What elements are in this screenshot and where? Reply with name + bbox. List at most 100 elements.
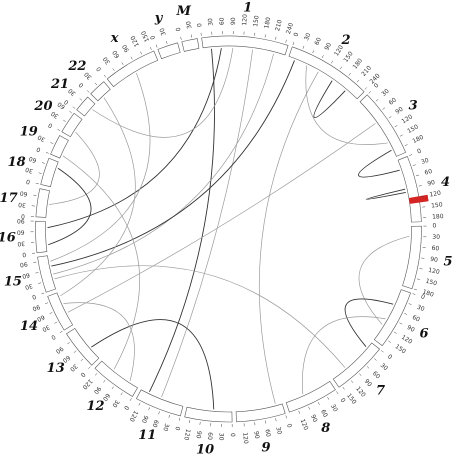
chromosome-13-tick bbox=[73, 350, 77, 353]
chromosome-10-ideogram bbox=[184, 406, 233, 423]
chromosome-1-tick bbox=[275, 36, 277, 40]
chromosome-10-tick-label: 60 bbox=[206, 432, 214, 440]
chromosome-12-tick bbox=[94, 372, 98, 376]
chromosome-label-1: 1 bbox=[243, 0, 252, 15]
chromosome-17 bbox=[35, 188, 50, 218]
link-curve-1 bbox=[149, 48, 215, 393]
chromosome-12 bbox=[94, 360, 138, 397]
chromosome-18-tick-label: 0 bbox=[25, 178, 31, 186]
chromosome-x-tick-label: 60 bbox=[111, 49, 121, 59]
chromosome-11-tick bbox=[168, 414, 170, 418]
link-layer bbox=[47, 47, 410, 410]
link-curve-5 bbox=[51, 60, 295, 267]
chromosome-label-19: 19 bbox=[20, 125, 38, 140]
chromosome-22 bbox=[90, 81, 111, 102]
chromosome-3-tick bbox=[388, 116, 392, 119]
chromosome-x-tick-label: 90 bbox=[121, 43, 131, 53]
chromosome-9-tick-label: 30 bbox=[274, 426, 283, 435]
chromosome-label-22: 22 bbox=[67, 59, 86, 74]
chromosome-5-ideogram bbox=[402, 225, 422, 290]
chromosome-15-tick-label: 60 bbox=[21, 271, 30, 280]
chromosome-13-tick bbox=[88, 366, 91, 369]
chromosome-12-tick-label: 60 bbox=[101, 392, 111, 402]
link-curve-13 bbox=[344, 298, 394, 348]
chromosome-11-tick-label: 60 bbox=[150, 419, 159, 429]
chromosome-14-tick-label: 0 bbox=[50, 333, 57, 341]
link-curve-20 bbox=[62, 155, 141, 370]
chromosome-12-tick-label: 0 bbox=[122, 404, 130, 411]
chromosome-label-4: 4 bbox=[441, 175, 450, 190]
chromosome-2-tick bbox=[321, 55, 324, 59]
chromosome-11 bbox=[135, 389, 184, 417]
chromosome-17-ideogram bbox=[35, 188, 50, 218]
chromosome-2-tick bbox=[331, 60, 334, 64]
chromosome-16-ideogram bbox=[35, 220, 48, 254]
chromosome-18-tick bbox=[35, 182, 39, 185]
chromosome-7-tick bbox=[380, 350, 384, 353]
chromosome-1-tick-label: 0 bbox=[196, 23, 203, 28]
chromosome-6-tick bbox=[399, 322, 403, 325]
chromosome-20 bbox=[61, 112, 83, 138]
chromosome-9 bbox=[235, 403, 286, 423]
chromosome-10-tick-label: 0 bbox=[229, 433, 236, 437]
chromosome-label-20: 20 bbox=[33, 99, 52, 114]
chromosome-3-ideogram bbox=[359, 94, 407, 157]
chromosome-2-tick bbox=[339, 66, 343, 70]
chromosome-12-tick-label: 30 bbox=[110, 398, 120, 408]
chromosome-label-9: 9 bbox=[261, 440, 270, 455]
link-curve-14 bbox=[301, 316, 386, 395]
chromosome-4-tick-label: 90 bbox=[427, 179, 436, 188]
chromosome-7-tick bbox=[366, 366, 370, 369]
chromosome-19-tick-label: 30 bbox=[36, 133, 46, 143]
chromosome-11-tick-label: 30 bbox=[161, 422, 170, 432]
chromosome-5-tick-label: 60 bbox=[431, 245, 439, 253]
link-curve-22 bbox=[60, 97, 136, 297]
chromosome-5-tick-label: 120 bbox=[428, 267, 441, 276]
chromosome-1-tick-label: 240 bbox=[285, 22, 295, 35]
chromosome-19-tick-label: 0 bbox=[35, 145, 41, 153]
chromosome-7-tick bbox=[342, 386, 345, 390]
chromosome-15-tick-label: 90 bbox=[19, 260, 28, 268]
chromosome-7-tick bbox=[359, 373, 362, 377]
chromosome-x-tick bbox=[130, 56, 133, 60]
chromosome-2-tick bbox=[348, 72, 351, 76]
chromosome-18 bbox=[40, 157, 59, 188]
chromosome-label-6: 6 bbox=[420, 327, 429, 342]
chromosome-9-tick-label: 120 bbox=[241, 432, 249, 444]
chromosome-15-tick bbox=[38, 282, 42, 284]
chromosome-3 bbox=[359, 94, 407, 157]
chromosome-1-tick-label: 180 bbox=[263, 17, 272, 30]
chromosome-x-tick-label: 150 bbox=[140, 30, 151, 43]
chromosome-18-ideogram bbox=[40, 157, 59, 188]
chromosome-M-tick-label: 30 bbox=[185, 20, 193, 29]
chromosome-14-tick-label: 90 bbox=[31, 303, 41, 312]
chromosome-19-ideogram bbox=[50, 135, 69, 159]
chromosome-11-tick-label: 120 bbox=[128, 409, 140, 423]
chromosome-5-tick-label: 90 bbox=[430, 256, 439, 264]
chromosome-label-2: 2 bbox=[341, 33, 351, 48]
chromosome-x-tick bbox=[103, 74, 107, 78]
chromosome-11-tick bbox=[158, 411, 160, 415]
chromosome-1-ideogram bbox=[201, 35, 289, 56]
chromosome-4-tick bbox=[418, 185, 422, 187]
chromosome-5-tick bbox=[416, 278, 420, 280]
chromosome-8-tick bbox=[327, 396, 330, 400]
chromosome-19-tick bbox=[45, 152, 49, 154]
chromosome-2-tick bbox=[356, 79, 360, 83]
chromosome-4-tick-label: 60 bbox=[424, 168, 433, 177]
chromosome-22-tick bbox=[86, 90, 90, 93]
link-curve-7 bbox=[259, 71, 319, 404]
chromosome-4-tick-label: 150 bbox=[431, 201, 443, 209]
link-curve-18 bbox=[49, 131, 100, 205]
chromosome-21-tick-label: 30 bbox=[67, 87, 77, 97]
chromosome-5-tick-label: 150 bbox=[425, 278, 438, 288]
chromosome-2-tick bbox=[364, 87, 368, 90]
chromosome-13-ideogram bbox=[66, 327, 100, 366]
chromosome-4-tick bbox=[416, 174, 420, 177]
chromosome-label-5: 5 bbox=[443, 255, 452, 270]
chromosome-6-tick bbox=[393, 331, 397, 334]
chromosome-13-tick-label: 30 bbox=[68, 362, 78, 372]
chromosome-2-tick-label: 180 bbox=[352, 57, 365, 70]
